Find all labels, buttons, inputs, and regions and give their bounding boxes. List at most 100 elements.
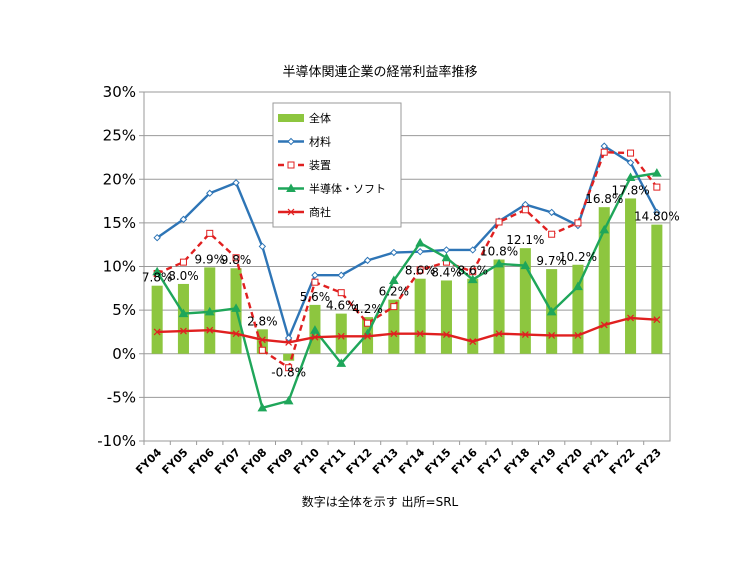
data-label: 17.8% <box>611 183 649 197</box>
marker-x <box>600 321 608 329</box>
bar <box>572 264 584 354</box>
series-line <box>156 151 658 369</box>
x-tick-label: FY07 <box>212 446 243 477</box>
marker-x <box>337 332 345 340</box>
data-label: 4.6% <box>326 299 357 313</box>
bar <box>467 278 479 354</box>
source-note: 数字は全体を示す 出所=SRL <box>302 494 459 509</box>
marker-x <box>521 331 529 338</box>
x-tick-label: FY16 <box>449 446 480 477</box>
marker-square <box>232 254 240 262</box>
bar <box>598 207 610 354</box>
marker-x <box>206 326 214 334</box>
legend-label: 商社 <box>309 205 331 219</box>
marker-triangle <box>467 274 478 284</box>
marker-triangle <box>651 168 662 177</box>
marker-diamond <box>416 247 424 256</box>
bar <box>177 283 189 354</box>
x-tick-label: FY08 <box>239 446 270 477</box>
y-tick-label: -10% <box>97 432 136 450</box>
marker-triangle <box>415 237 426 247</box>
marker-square <box>574 219 582 227</box>
x-tick-label: FY13 <box>370 446 401 477</box>
x-tick-label: FY21 <box>580 446 611 477</box>
bar <box>414 278 426 354</box>
marker-diamond <box>258 242 267 251</box>
marker-diamond <box>287 137 295 146</box>
marker-triangle <box>286 183 296 192</box>
marker-square <box>337 289 345 297</box>
x-tick-label: FY14 <box>396 446 427 477</box>
x-tick-label: FY06 <box>186 446 217 477</box>
chart-title: 半導体関連企業の経常利益率推移 <box>282 64 477 80</box>
marker-triangle <box>336 358 347 367</box>
y-tick-label: 20% <box>103 170 136 188</box>
y-tick-label: 10% <box>103 258 136 276</box>
marker-x <box>627 314 634 322</box>
marker-square <box>495 218 503 226</box>
x-tick-label: FY20 <box>554 446 585 477</box>
line-series <box>152 142 662 412</box>
line-series-2 <box>152 168 662 412</box>
marker-square <box>416 266 424 274</box>
y-tick-label: -5% <box>107 388 136 406</box>
line-series-0 <box>153 142 661 342</box>
y-axis: -10% -5% 0% 5% 10% 15% 20% 25% 30% <box>97 83 144 450</box>
data-label: 8.6% <box>405 264 436 278</box>
marker-square <box>258 346 266 354</box>
marker-diamond <box>442 246 451 254</box>
data-label: 8.0% <box>168 269 199 283</box>
marker-triangle <box>573 281 583 291</box>
x-tick-label: FY11 <box>317 446 348 477</box>
marker-diamond <box>653 208 661 217</box>
legend-label: 半導体・ソフト <box>309 182 386 196</box>
bar <box>519 248 531 354</box>
marker-triangle <box>231 303 241 312</box>
data-label: 16.8% <box>585 192 623 206</box>
data-label: 2.8% <box>247 314 278 328</box>
data-label: 12.1% <box>506 233 544 247</box>
y-tick-label: 15% <box>103 214 136 232</box>
marker-diamond <box>390 248 398 257</box>
data-label: 6.2% <box>379 285 410 299</box>
marker-triangle <box>494 258 504 268</box>
marker-x <box>232 330 240 338</box>
marker-diamond <box>206 189 214 197</box>
data-label: 4.2% <box>352 302 383 316</box>
bar <box>440 280 452 354</box>
marker-diamond <box>232 179 240 187</box>
data-labels: 7.8%8.0% 9.9%9.8% 2.8% -0.8% 5.6%4.6%4.2% 6.2… <box>142 183 680 379</box>
x-tick-label: FY04 <box>133 446 164 477</box>
bar <box>151 285 163 354</box>
marker-square <box>287 161 295 169</box>
marker-square <box>311 278 319 286</box>
marker-triangle <box>625 172 636 182</box>
data-label: 8.6% <box>458 264 489 278</box>
marker-triangle <box>388 275 399 284</box>
x-tick-label: FY17 <box>475 446 506 477</box>
x-tick-label: FY23 <box>633 446 664 477</box>
marker-square <box>390 303 398 311</box>
marker-triangle <box>310 325 320 334</box>
marker-x <box>258 336 266 344</box>
x-tick-label: FY05 <box>160 446 191 477</box>
marker-x <box>153 328 161 336</box>
y-tick-label: 0% <box>112 345 136 363</box>
marker-triangle <box>599 224 610 234</box>
marker-square <box>285 364 293 372</box>
marker-x <box>443 331 450 338</box>
marker-square <box>653 183 661 191</box>
marker-x <box>311 333 319 341</box>
legend-label: 全体 <box>309 111 331 125</box>
data-label: 10.8% <box>480 245 518 259</box>
x-tick-label: FY12 <box>344 446 375 477</box>
marker-square <box>627 149 635 157</box>
data-label: 14.80% <box>634 210 680 224</box>
marker-square <box>206 229 214 237</box>
marker-triangle <box>257 402 268 412</box>
bar <box>388 299 400 354</box>
line-series-1 <box>153 148 661 372</box>
marker-triangle <box>283 395 294 405</box>
